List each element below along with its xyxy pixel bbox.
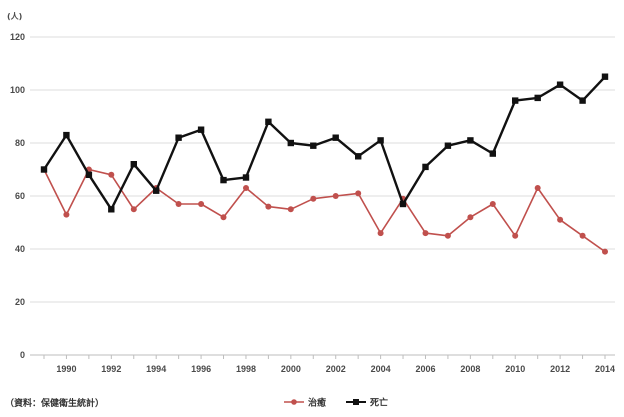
series-1-point-2002 <box>332 193 339 199</box>
series-2-point-2014 <box>601 73 609 80</box>
series-1-point-1992 <box>108 171 115 178</box>
x-tick-label: 1998 <box>236 364 256 374</box>
series-1-point-2003 <box>355 190 362 197</box>
x-axis: 1990 1992 1994 1996 1998 2000 2002 2004 2006 2008… <box>43 355 615 374</box>
y-axis-unit-label: (人) <box>7 11 22 21</box>
series-2-point-2003 <box>355 153 362 160</box>
legend-square-marker <box>353 399 359 405</box>
series-2-point-2001 <box>310 142 317 149</box>
series-2-point-1989 <box>40 166 48 173</box>
series-2-point-2010 <box>512 97 519 104</box>
y-tick-label: 100 <box>10 85 25 95</box>
series-1-point-1997 <box>220 214 227 221</box>
x-tick-label: 2010 <box>505 364 525 374</box>
y-axis: 0 20 40 60 80 100 120 <box>10 32 25 360</box>
series-2-point-2004 <box>377 137 384 144</box>
x-tick-label: 2008 <box>460 364 480 374</box>
series-1-point-2004 <box>377 230 384 237</box>
series-2-point-1997 <box>220 176 227 184</box>
legend-label: 治癒 <box>308 397 327 409</box>
x-tick-label: 2014 <box>595 364 615 374</box>
legend-label: 死亡 <box>369 397 388 409</box>
series-2-point-1994 <box>153 187 160 194</box>
y-tick-label: 40 <box>15 244 25 254</box>
series-2-point-1996 <box>197 126 205 133</box>
series-1-point-1998 <box>243 185 249 191</box>
series-1-point-2008 <box>467 214 474 221</box>
series-2 <box>40 73 609 213</box>
series-2-point-1992 <box>108 206 115 213</box>
series-2-line <box>42 75 606 211</box>
x-tick-label: 2000 <box>281 364 301 374</box>
series-2-point-2006 <box>422 163 429 171</box>
series-2-point-1990 <box>63 131 70 139</box>
series-1-line <box>43 168 606 253</box>
series-1-point-2013 <box>579 232 586 239</box>
series-2-point-1999 <box>265 118 272 125</box>
x-tick-label: 2004 <box>371 364 391 374</box>
series-1-point-1996 <box>198 201 205 207</box>
y-tick-label: 20 <box>15 297 25 307</box>
x-tick-label: 1992 <box>101 364 121 374</box>
x-tick-label: 1990 <box>56 364 76 374</box>
legend: 治癒 死亡 <box>284 397 388 409</box>
x-tick-label: 2012 <box>550 364 570 374</box>
y-tick-label: 80 <box>15 138 25 148</box>
series-1-point-2011 <box>534 185 541 191</box>
series-2-point-2013 <box>579 97 586 104</box>
legend-circle-marker <box>291 399 297 405</box>
x-tick-label: 2002 <box>326 364 346 374</box>
source-note: （資料：保健衛生統計） <box>5 397 104 409</box>
series-1-point-2001 <box>310 195 317 202</box>
series-2-point-2005 <box>399 200 407 208</box>
y-tick-label: 0 <box>20 350 25 360</box>
series-1-point-1990 <box>63 211 70 218</box>
series-1-point-2007 <box>444 232 451 239</box>
series-1-point-1999 <box>265 203 272 210</box>
series-2-point-1995 <box>175 134 182 141</box>
series-2-point-2011 <box>534 94 541 102</box>
series-2-point-2002 <box>332 134 339 141</box>
y-tick-label: 120 <box>10 32 25 42</box>
x-tick-label: 1994 <box>146 364 166 374</box>
legend-item-1: 治癒 <box>284 397 327 409</box>
series-1-point-2010 <box>512 232 519 239</box>
series-1-point-2006 <box>422 230 429 237</box>
series-2-point-2008 <box>467 137 474 144</box>
legend-item-2: 死亡 <box>346 397 388 409</box>
y-tick-label: 60 <box>15 191 25 201</box>
series-2-point-1993 <box>130 161 137 168</box>
series-1-point-1995 <box>175 201 182 207</box>
series-1-point-2014 <box>602 248 608 255</box>
series-2-point-2009 <box>489 150 496 157</box>
series-1-point-2000 <box>287 206 294 213</box>
series-2-point-1991 <box>85 171 93 178</box>
series-2-point-2000 <box>287 139 294 147</box>
series-layer <box>40 73 609 255</box>
series-1 <box>41 166 608 255</box>
series-2-point-1998 <box>242 174 250 181</box>
series-2-point-2012 <box>556 81 564 88</box>
x-tick-label: 2006 <box>415 364 435 374</box>
x-tick-label: 1996 <box>191 364 211 374</box>
series-1-point-2009 <box>489 201 496 207</box>
series-1-point-1993 <box>130 206 137 213</box>
series-1-point-2012 <box>557 216 564 223</box>
series-2-point-2007 <box>444 142 452 149</box>
